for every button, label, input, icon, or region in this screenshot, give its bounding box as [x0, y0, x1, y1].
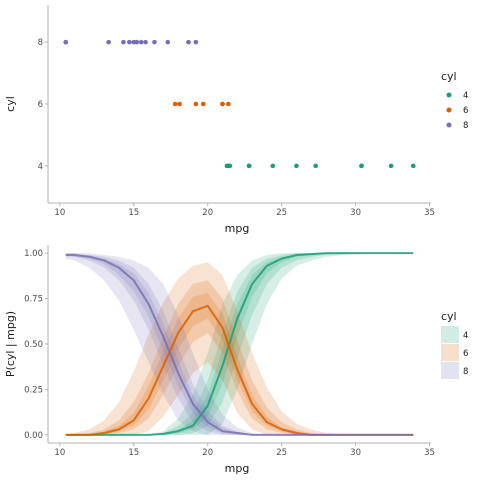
prob-y-tick-label: 1.00 [24, 249, 43, 259]
scatter-x-tick-label: 35 [424, 208, 435, 218]
prob-y-axis-title: P(cyl | mpg) [4, 311, 17, 377]
scatter-y-tick-label: 6 [38, 100, 43, 110]
scatter-point-cyl-8 [127, 39, 132, 45]
scatter-point-cyl-4 [359, 163, 364, 169]
scatter-point-cyl-4 [294, 163, 299, 169]
scatter-point-cyl-6 [220, 101, 225, 107]
scatter-point-cyl-8 [165, 39, 171, 45]
prob-x-tick-label: 30 [350, 448, 361, 458]
scatter-legend-key-8 [446, 122, 452, 128]
scatter-point-cyl-6 [193, 101, 199, 107]
probability-panel: 10 15 20 25 30 35 0.00 0.25 0.50 0.75 1.00 mpg P(… [4, 245, 468, 475]
scatter-point-cyl-6 [172, 101, 178, 107]
scatter-point-cyl-6 [177, 101, 182, 107]
prob-band-cyl-6-1 [65, 280, 414, 435]
prob-legend: cyl 4 6 8 [441, 310, 468, 379]
scatter-legend-label-6: 6 [463, 106, 468, 116]
prob-band-cyl-8-1 [65, 253, 414, 435]
scatter-point-cyl-6 [200, 101, 206, 107]
scatter-legend-label-8: 8 [463, 121, 468, 131]
scatter-point-cyl-8 [134, 39, 140, 45]
scatter-point-cyl-8 [63, 39, 69, 45]
prob-legend-label-8: 8 [463, 367, 468, 377]
scatter-x-tick-label: 30 [350, 208, 361, 218]
scatter-point-cyl-4 [270, 163, 276, 169]
scatter-y-tick-label: 4 [38, 162, 43, 172]
scatter-point-cyl-4 [313, 163, 318, 169]
scatter-legend-key-4 [446, 92, 452, 98]
prob-legend-title: cyl [441, 310, 457, 323]
prob-band-cyl-8-0 [65, 253, 414, 435]
scatter-x-tick-label: 20 [202, 208, 213, 218]
scatter-point-cyl-4 [410, 163, 416, 169]
scatter-point-cyl-8 [193, 39, 199, 45]
prob-x-tick-label: 25 [276, 448, 287, 458]
scatter-legend-label-4: 4 [463, 91, 468, 101]
prob-x-tick-label: 20 [202, 448, 213, 458]
scatter-legend-title: cyl [441, 70, 457, 83]
scatter-y-ticks: 4 6 8 [38, 38, 48, 172]
prob-median-line-cyl-8 [65, 253, 414, 436]
prob-y-tick-label: 0.00 [24, 431, 43, 441]
prob-x-tick-label: 15 [128, 448, 139, 458]
prob-legend-label-6: 6 [463, 349, 468, 359]
prob-bands [65, 253, 414, 435]
prob-y-tick-label: 0.25 [24, 385, 43, 395]
scatter-legend-key-6 [446, 107, 452, 113]
prob-legend-key-6 [441, 344, 459, 361]
scatter-x-tick-label: 15 [128, 208, 139, 218]
scatter-legend: cyl 4 6 8 [441, 70, 468, 131]
prob-band-cyl-4-0 [65, 253, 414, 435]
prob-x-ticks: 10 15 20 25 30 35 [54, 443, 435, 458]
prob-median-line-cyl-4 [65, 252, 414, 436]
scatter-point-cyl-4 [388, 163, 394, 169]
prob-y-ticks: 0.00 0.25 0.50 0.75 1.00 [24, 249, 48, 441]
prob-median-lines [65, 252, 414, 436]
prob-legend-key-4 [441, 326, 459, 343]
scatter-point-cyl-4 [246, 163, 252, 169]
scatter-y-tick-label: 8 [38, 38, 43, 48]
scatter-panel: 10 15 20 25 30 35 4 6 8 mpg cyl cyl 4 6 8 [4, 5, 468, 235]
scatter-point-cyl-6 [226, 101, 231, 107]
scatter-point-cyl-8 [152, 39, 157, 45]
scatter-point-cyl-8 [106, 39, 111, 45]
scatter-point-cyl-8 [186, 39, 191, 45]
scatter-x-axis-title: mpg [225, 222, 250, 235]
scatter-point-cyl-8 [138, 39, 144, 45]
scatter-x-tick-label: 10 [54, 208, 65, 218]
prob-band-cyl-6-2 [65, 293, 414, 435]
scatter-y-axis-title: cyl [4, 96, 17, 112]
prob-legend-label-4: 4 [463, 331, 468, 341]
scatter-x-tick-label: 25 [276, 208, 287, 218]
prob-x-tick-label: 10 [54, 448, 65, 458]
prob-y-tick-label: 0.75 [24, 295, 43, 305]
scatter-x-ticks: 10 15 20 25 30 35 [54, 203, 435, 218]
prob-x-tick-label: 35 [424, 448, 435, 458]
scatter-point-cyl-8 [143, 39, 148, 45]
scatter-point-cyl-8 [121, 39, 126, 45]
prob-band-cyl-4-1 [65, 253, 414, 435]
prob-y-tick-label: 0.50 [24, 340, 43, 350]
prob-x-axis-title: mpg [225, 462, 250, 475]
scatter-point-cyl-4 [227, 163, 233, 169]
scatter-points [63, 39, 416, 169]
prob-legend-key-8 [441, 362, 459, 379]
